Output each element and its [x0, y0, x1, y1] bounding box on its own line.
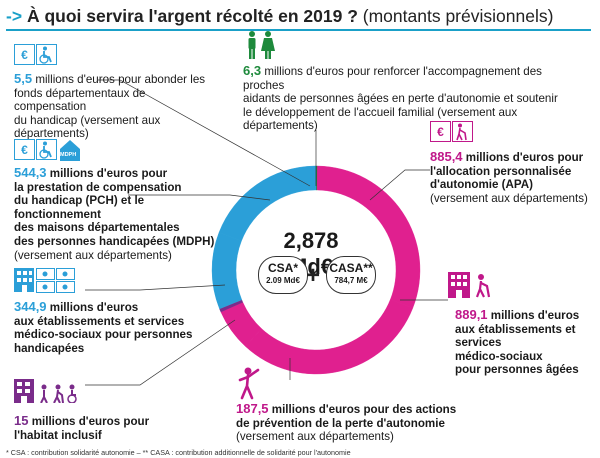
item-agees-etab-text3: médico-sociaux	[455, 349, 543, 363]
item-agees-etab-text2: aux établissements et services	[455, 322, 576, 350]
item-agees-etab-text4: pour personnes âgées	[455, 363, 579, 377]
item-pch-text3: du handicap (PCH) et le fonctionnement	[14, 194, 145, 221]
title-main: À quoi servira l'argent récolté en 2019 …	[26, 6, 358, 26]
item-agees-etab: 889,1 millions d'euros aux établissement…	[455, 308, 595, 377]
item-apa: 885,4 millions d'euros pour l'allocation…	[430, 150, 595, 205]
item-prevention-note: (versement aux départements)	[236, 430, 394, 444]
item-habitat: 15 millions d'euros pour l'habitat inclu…	[14, 414, 214, 442]
item-pch-value: 544,3	[14, 165, 47, 180]
svg-text:€: €	[21, 48, 28, 62]
title-subtitle: (montants prévisionnels)	[362, 6, 554, 26]
exercise-icon	[236, 366, 264, 405]
item-fonds-text2: fonds départementaux de compensation	[14, 86, 146, 114]
item-proches-text1: millions d'euros pour renforcer l'accomp…	[243, 65, 542, 92]
building-accessibility-icon	[14, 268, 78, 299]
svg-text:€: €	[437, 125, 444, 139]
item-apa-text1: millions d'euros pour	[465, 151, 584, 164]
item-agees-etab-text1: millions d'euros	[490, 309, 580, 322]
mdph-badge: MDPH	[60, 152, 77, 158]
item-apa-text3: d'autonomie (APA)	[430, 178, 534, 192]
item-habitat-value: 15	[14, 413, 29, 428]
house-people-icon	[14, 373, 84, 408]
item-habitat-text1: millions d'euros pour	[31, 415, 150, 428]
item-apa-text2: l'allocation personnalisée	[430, 164, 572, 178]
leader-fonds	[98, 79, 311, 187]
item-proches: 6,3 millions d'euros pour renforcer l'ac…	[243, 64, 583, 133]
page-title: -> À quoi servira l'argent récolté en 20…	[6, 6, 596, 27]
item-proches-note: (versement aux départements)	[243, 105, 518, 133]
leader-pch	[128, 194, 271, 201]
euro-elderly-icon: €	[430, 121, 474, 148]
item-handicap-etab: 344,9 millions d'euros aux établissement…	[14, 300, 224, 355]
item-prevention-text1: millions d'euros pour des actions	[271, 403, 457, 416]
item-prevention: 187,5 millions d'euros pour des actions …	[236, 402, 496, 444]
svg-text:€: €	[21, 143, 28, 157]
csa-label: CSA*	[267, 261, 298, 275]
item-prevention-value: 187,5	[236, 401, 269, 416]
item-handicap-etab-text4: handicapées	[14, 341, 85, 355]
item-proches-text3: le développement de l'accueil familial	[243, 105, 435, 119]
casa-pill: CASA** 784,7 M€	[326, 256, 376, 294]
item-pch-text4: des maisons départementales	[14, 221, 180, 235]
item-proches-text2: aidants de personnes âgées en perte d'au…	[243, 92, 558, 106]
item-handicap-etab-value: 344,9	[14, 299, 47, 314]
item-proches-value: 6,3	[243, 63, 262, 78]
item-handicap-etab-text3: médico-sociaux pour personnes	[14, 328, 193, 342]
item-fonds-value: 5,5	[14, 71, 33, 86]
leader-handicap-etab	[85, 284, 226, 291]
item-prevention-text2: de prévention de la perte d'autonomie	[236, 416, 445, 430]
csa-pill: CSA* 2.09 Md€	[258, 256, 308, 294]
item-pch-text5: des personnes handicapées (MDPH)	[14, 234, 215, 248]
item-habitat-text2: l'habitat inclusif	[14, 428, 102, 442]
building-elderly-icon	[448, 270, 498, 303]
donut-slices	[211, 165, 421, 375]
man-woman-icon	[243, 30, 277, 65]
item-pch: 544,3 millions d'euros pour la prestatio…	[14, 166, 234, 262]
euro-wheelchair-icon: €	[14, 44, 58, 71]
item-agees-etab-value: 889,1	[455, 307, 488, 322]
footnote: * CSA : contribution solidarité autonomi…	[6, 448, 351, 457]
item-handicap-etab-text1: millions d'euros	[49, 301, 139, 314]
title-underline	[6, 29, 591, 31]
item-apa-value: 885,4	[430, 149, 463, 164]
leader-habitat	[85, 319, 236, 386]
donut-slice-2	[245, 299, 413, 375]
item-pch-note: (versement aux départements)	[14, 248, 172, 262]
item-fonds: 5,5 millions d'euros pour abonder les fo…	[14, 72, 214, 141]
item-apa-note: (versement aux départements)	[430, 191, 588, 205]
casa-value: 784,7 M€	[334, 276, 368, 285]
leader-apa	[369, 169, 430, 201]
euro-wheelchair-mdph-icon: €	[14, 139, 84, 168]
item-fonds-note: (versement aux départements)	[14, 113, 161, 141]
item-handicap-etab-text2: aux établissements et services	[14, 314, 185, 328]
title-arrow: ->	[6, 6, 23, 26]
casa-label: CASA**	[329, 261, 373, 275]
csa-value: 2.09 Md€	[266, 276, 300, 285]
item-pch-text1: millions d'euros pour	[49, 167, 168, 180]
item-fonds-text1: millions d'euros pour abonder les	[35, 73, 206, 86]
item-pch-text2: la prestation de compensation	[14, 180, 182, 194]
item-fonds-text3: du handicap	[14, 113, 78, 127]
plus-sign: +	[306, 262, 321, 289]
